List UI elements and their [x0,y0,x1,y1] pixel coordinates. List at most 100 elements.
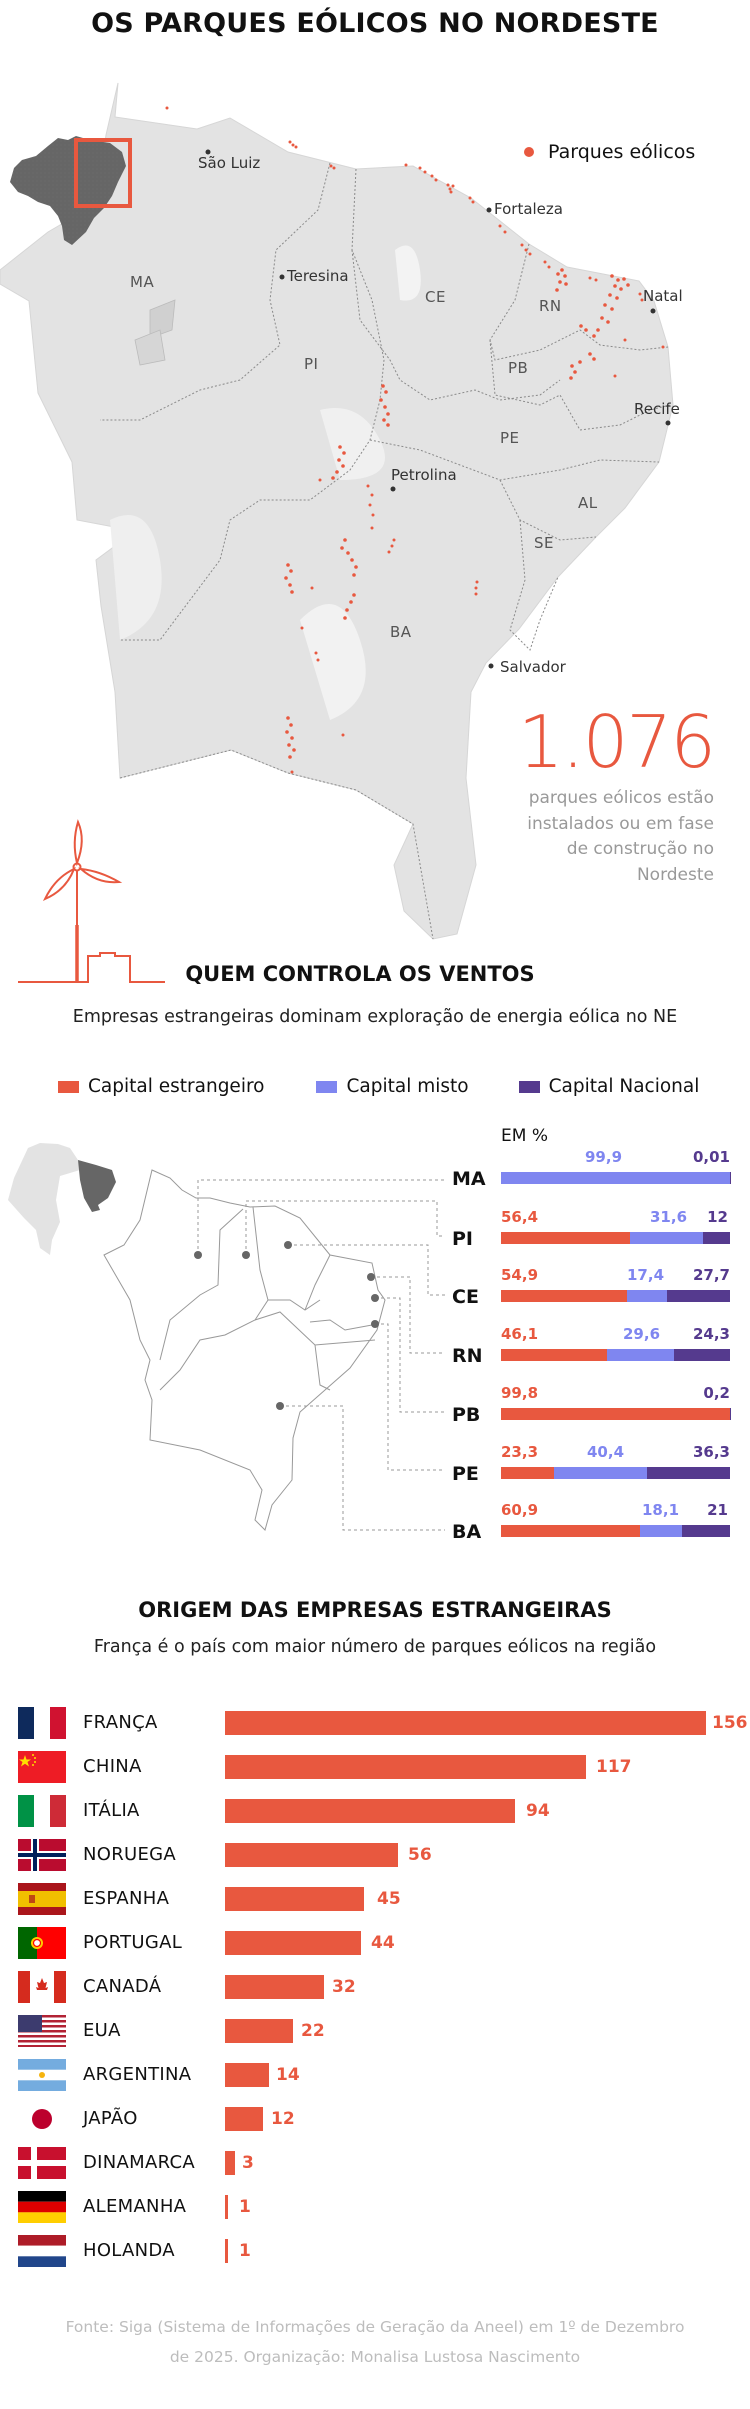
norway-flag-icon [18,1839,66,1871]
bar-foreign [501,1349,607,1361]
country-row-china: CHINA 117 [0,1751,750,1783]
value-labels: 56,4 31,6 12 [501,1210,730,1228]
country-bar [225,1711,706,1735]
ownership-legend: Capital estrangeiro Capital misto Capita… [58,1076,727,1097]
northeast-outline-map [8,1143,445,1531]
source-line-2: de 2025. Organização: Monalisa Lustosa N… [169,2348,581,2366]
country-row-usa: EUA 22 [0,2015,750,2047]
state-label-pb: PB [508,359,529,377]
value-national: 24,3 [692,1325,730,1343]
country-bar [225,2019,293,2043]
stacked-bar [501,1408,730,1420]
country-name: NORUEGA [83,1844,177,1865]
stacked-bar [501,1290,730,1302]
origin-section-subtitle: França é o país com maior número de parq… [93,1637,657,1657]
state-borders [100,162,671,940]
state-row-ba: BA 60,9 18,1 21 [452,1503,732,1543]
state-row-pi: PI 56,4 31,6 12 [452,1210,732,1250]
wind-park-dots [165,106,665,774]
state-code: BA [452,1521,482,1543]
country-bar [225,1755,586,1779]
country-name: JAPÃO [83,2108,138,2129]
country-bar [225,1931,361,1955]
origin-section-title: ORIGEM DAS EMPRESAS ESTRANGEIRAS [138,1598,612,1622]
value-mixed: 18,1 [642,1501,680,1519]
ne-states-outline [103,1169,386,1531]
state-code: PB [452,1404,481,1426]
country-bar [225,1887,364,1911]
value-labels: 46,1 29,6 24,3 [501,1327,730,1345]
portugal-flag-icon [18,1927,66,1959]
bar-national [674,1349,730,1361]
bar-foreign [501,1467,555,1479]
bar-national [681,1525,730,1537]
value-foreign: 99,8 [501,1384,539,1402]
value-mixed: 31,6 [650,1208,688,1226]
map-legend: Parques eólicos [524,141,695,163]
control-section-title: QUEM CONTROLA OS VENTOS [185,962,535,986]
legend-item-national: Capital Nacional [518,1076,700,1097]
country-row-germany: ALEMANHA 1 [0,2191,750,2223]
state-code: RN [452,1345,483,1367]
value-national: 0,01 [692,1148,730,1166]
value-labels: 60,9 18,1 21 [501,1503,730,1521]
city-label-recife: Recife [634,400,680,418]
state-row-ma: MA 99,9 0,01 [452,1150,732,1190]
state-row-pe: PE 23,3 40,4 36,3 [452,1445,732,1485]
state-code: MA [452,1168,486,1190]
country-value: 94 [526,1801,550,1821]
state-label-ba: BA [390,623,412,641]
country-value: 1 [239,2241,251,2261]
legend-label-mixed: Capital misto [346,1076,469,1097]
germany-flag-icon [18,2191,66,2223]
country-row-italy: ITÁLIA 94 [0,1795,750,1827]
country-value: 45 [377,1889,401,1909]
country-value: 117 [596,1757,632,1777]
value-foreign: 56,4 [501,1208,539,1226]
usa-flag-icon [18,2015,66,2047]
country-name: ARGENTINA [83,2064,192,2085]
bar-national [702,1232,730,1244]
state-label-se: SE [534,534,554,552]
value-national: 0,2 [703,1384,730,1402]
country-value: 44 [371,1933,395,1953]
country-row-portugal: PORTUGAL 44 [0,1927,750,1959]
bar-foreign [501,1408,730,1420]
country-bar [225,2151,235,2175]
country-bar [225,2063,269,2087]
bar-national [666,1290,730,1302]
legend-label-foreign: Capital estrangeiro [88,1076,265,1097]
value-labels: 23,3 40,4 36,3 [501,1445,730,1463]
city-dots [205,149,671,669]
state-label-ce: CE [425,288,446,306]
wind-turbine-icon [18,819,165,983]
country-row-argentina: ARGENTINA 14 [0,2059,750,2091]
brazil-locator-icon [8,1143,116,1255]
stacked-bar [501,1467,730,1479]
stacked-bar [501,1349,730,1361]
country-value: 14 [276,2065,300,2085]
bar-foreign [501,1525,641,1537]
legend-item-foreign: Capital estrangeiro [58,1076,264,1097]
country-bar [225,2107,263,2131]
stacked-bar [501,1525,730,1537]
france-flag-icon [18,1707,66,1739]
total-parks-caption: parques eólicos estão instalados ou em f… [527,788,714,885]
inset-highlight-rect [74,138,132,208]
state-code: PI [452,1228,473,1250]
legend-label-national: Capital Nacional [548,1076,700,1097]
bar-mixed [630,1232,703,1244]
country-row-netherlands: HOLANDA 1 [0,2235,750,2267]
bar-foreign [501,1290,627,1302]
state-label-rn: RN [539,297,562,315]
country-bar [225,1799,515,1823]
netherlands-flag-icon [18,2235,66,2267]
country-value: 56 [408,1845,432,1865]
value-mixed: 40,4 [587,1443,625,1461]
state-label-ma: MA [130,273,155,291]
country-bar [225,2239,228,2263]
country-value: 12 [271,2109,295,2129]
country-value: 22 [301,2021,325,2041]
value-mixed: 17,4 [627,1266,665,1284]
spain-flag-icon [18,1883,66,1915]
